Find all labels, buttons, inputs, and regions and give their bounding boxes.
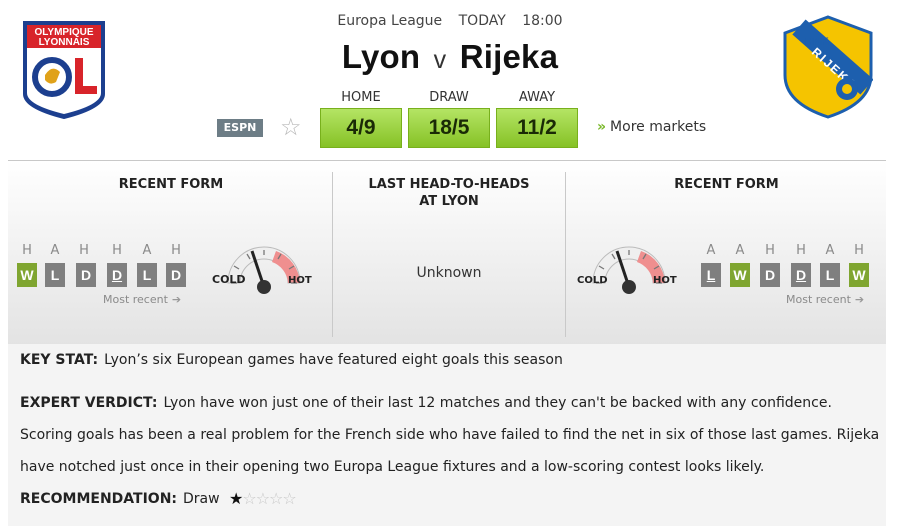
star-empty-icon: ☆ (269, 489, 283, 508)
venue-letter: H (22, 243, 32, 258)
odds-home-label: HOME (341, 90, 381, 105)
venue-letter: A (50, 243, 60, 258)
divider (565, 172, 566, 337)
home-team[interactable]: Lyon (341, 38, 421, 75)
lyon-logo-text-2: LYONNAIS (39, 37, 90, 48)
verdict-text: Lyon have won just one of their last 12 … (20, 395, 880, 475)
form-result-box[interactable]: W (17, 263, 37, 287)
match-title: Lyon v Rijeka (0, 38, 900, 76)
odds-away-label: AWAY (518, 90, 556, 105)
form-result-box[interactable]: W (730, 263, 750, 287)
verdict-label: EXPERT VERDICT: (20, 395, 158, 411)
expert-verdict: EXPERT VERDICT: Lyon have won just one of… (20, 387, 880, 483)
form-result-box[interactable]: L (137, 263, 157, 287)
more-markets-label: More markets (610, 119, 707, 135)
most-recent-label: Most recent ➔ (103, 293, 182, 306)
venue-letter: A (142, 243, 152, 258)
h2h-title: LAST HEAD-TO-HEADS AT LYON (368, 177, 530, 209)
form-result-box[interactable]: D (791, 263, 811, 287)
versus: v (433, 46, 447, 74)
form-gauge-icon: COLD HOT (212, 246, 312, 294)
gauge-hot-label: HOT (653, 275, 677, 286)
form-result-box[interactable]: D (760, 263, 780, 287)
lyon-logo-text-1: OLYMPIQUE (34, 27, 93, 38)
star-empty-icon: ☆ (242, 489, 256, 508)
star-empty-icon: ☆ (282, 489, 296, 508)
venue-letter: H (854, 243, 864, 258)
arrow-right-icon: ➔ (854, 293, 865, 306)
form-panel (8, 160, 886, 345)
venue-letter: H (796, 243, 806, 258)
divider (332, 172, 333, 337)
venue-letter: H (79, 243, 89, 258)
form-result-box[interactable]: L (45, 263, 65, 287)
double-chevron-icon: » (597, 119, 607, 135)
lyon-crest-logo[interactable]: OLYMPIQUE LYONNAIS (20, 20, 108, 120)
recommendation-pick: Draw (183, 491, 220, 507)
star-filled-icon: ★ (229, 489, 243, 508)
venue-letter: H (171, 243, 181, 258)
star-rating: ★☆☆☆☆ (229, 489, 297, 508)
most-recent-label: Most recent ➔ (786, 293, 865, 306)
odds-away-button[interactable]: 11/2 (496, 108, 578, 148)
gauge-cold-label: COLD (212, 273, 246, 286)
star-empty-icon: ☆ (255, 489, 270, 508)
rijeka-crest-logo[interactable]: HNK RIJEKA (783, 15, 873, 119)
recommendation-label: RECOMMENDATION: (20, 491, 178, 507)
form-result-box[interactable]: L (701, 263, 721, 287)
form-result-box[interactable]: D (107, 263, 127, 287)
away-team[interactable]: Rijeka (459, 38, 559, 75)
form-result-box[interactable]: D (166, 263, 186, 287)
key-stat-label: KEY STAT: (20, 352, 99, 368)
gauge-cold-label: COLD (577, 275, 608, 286)
odds-draw-button[interactable]: 18/5 (408, 108, 490, 148)
h2h-value: Unknown (416, 265, 482, 281)
form-gauge-icon: COLD HOT (577, 246, 677, 294)
gauge-hot-label: HOT (288, 275, 312, 286)
odds-draw-label: DRAW (429, 90, 469, 105)
competition: Europa League (337, 13, 443, 29)
venue-letter: H (112, 243, 122, 258)
arrow-right-icon: ➔ (171, 293, 182, 306)
form-result-box[interactable]: W (849, 263, 869, 287)
match-day: TODAY (458, 13, 506, 29)
match-meta: Europa League TODAY 18:00 (0, 13, 900, 29)
away-form-title: RECENT FORM (674, 177, 779, 192)
home-form-title: RECENT FORM (118, 177, 224, 192)
rijeka-logo-text-1: HNK (805, 36, 829, 48)
favourite-star-icon[interactable]: ☆ (280, 113, 302, 141)
odds-home-button[interactable]: 4/9 (320, 108, 402, 148)
key-stat: KEY STAT: Lyon’s six European games have … (20, 352, 880, 368)
venue-letter: A (706, 243, 716, 258)
key-stat-text: Lyon’s six European games have featured … (104, 352, 563, 368)
venue-letter: A (735, 243, 745, 258)
more-markets-link[interactable]: » More markets (597, 119, 706, 135)
broadcaster-badge: ESPN (217, 119, 263, 137)
form-result-box[interactable]: L (820, 263, 840, 287)
analysis-section (8, 344, 886, 526)
venue-letter: H (765, 243, 775, 258)
kickoff-time: 18:00 (522, 13, 563, 29)
venue-letter: A (825, 243, 835, 258)
recommendation: RECOMMENDATION: Draw (20, 491, 880, 507)
form-result-box[interactable]: D (76, 263, 96, 287)
